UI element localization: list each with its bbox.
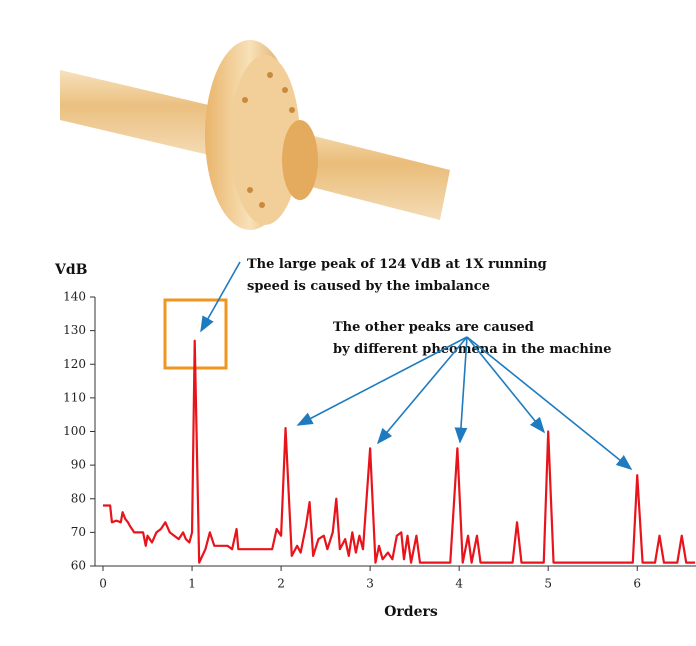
x-tick-label: 5 [544, 577, 552, 591]
y-tick-label: 70 [71, 525, 86, 539]
x-tick-label: 3 [366, 577, 374, 591]
x-tick-label: 6 [633, 577, 641, 591]
x-tick-label: 4 [455, 577, 463, 591]
y-axis-label: VdB [54, 262, 88, 278]
y-tick-label: 80 [71, 491, 86, 505]
y-tick-label: 90 [71, 458, 86, 472]
x-tick-label: 0 [99, 577, 107, 591]
y-tick-label: 110 [63, 390, 86, 404]
annotation: The large peak of 124 VdB at 1X running [247, 257, 547, 272]
page: VdB Orders The large peak of 124 VdB at … [0, 0, 696, 646]
x-tick-label: 2 [277, 577, 285, 591]
y-tick-label: 120 [63, 357, 86, 371]
annotation: The other peaks are caused [333, 320, 534, 335]
y-tick-label: 130 [63, 323, 86, 337]
y-tick-label: 60 [71, 559, 86, 573]
x-tick-label: 1 [188, 577, 196, 591]
x-axis-label: Orders [384, 604, 438, 620]
annotation: speed is caused by the imbalance [247, 279, 490, 294]
coupling-illustration [60, 40, 450, 230]
y-tick-label: 140 [63, 290, 86, 304]
line [103, 341, 695, 563]
y-tick-label: 100 [63, 424, 86, 438]
